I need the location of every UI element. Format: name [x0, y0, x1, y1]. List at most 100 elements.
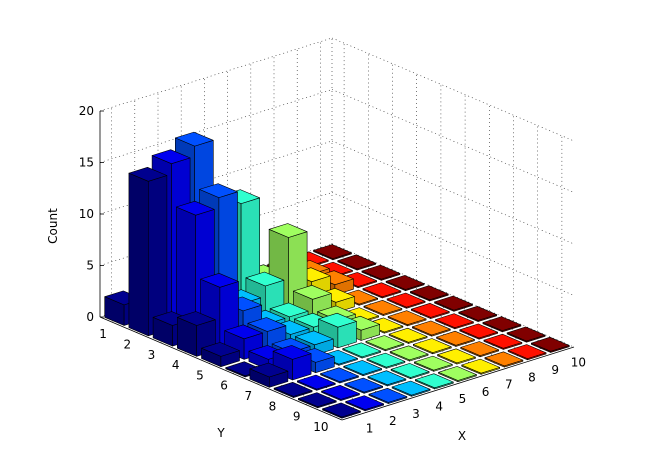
bar-top-face — [506, 326, 546, 342]
grid-line-left-wall-z — [99, 37, 333, 112]
y-tick-label: 8 — [269, 399, 277, 413]
bar — [344, 377, 384, 394]
bar — [273, 381, 313, 398]
bar-top-face — [483, 333, 523, 349]
bar-top-face — [176, 200, 215, 216]
bar — [409, 285, 449, 302]
bar-top-face — [343, 360, 383, 375]
bar — [434, 295, 473, 312]
bar-top-face — [507, 344, 547, 359]
bar — [297, 392, 337, 409]
bar — [362, 282, 402, 299]
bar-top-face — [438, 366, 477, 381]
bar-top-face — [268, 223, 308, 238]
bar-top-face — [459, 323, 499, 339]
bar — [201, 342, 240, 368]
bar — [367, 370, 407, 387]
bar — [249, 362, 289, 388]
bar-top-face — [434, 295, 473, 311]
bar-top-face — [458, 305, 498, 321]
bar — [363, 299, 403, 316]
bar — [413, 355, 453, 372]
bar-top-face — [413, 355, 453, 371]
bar — [386, 292, 426, 309]
bar — [337, 254, 377, 271]
bar — [438, 366, 477, 383]
bar-top-face — [345, 395, 385, 411]
bar-top-face — [388, 327, 428, 343]
bar-top-face — [411, 320, 451, 336]
bar-top-face — [412, 338, 452, 353]
bar — [483, 333, 523, 350]
x-axis-label: X — [458, 429, 466, 443]
bar — [387, 310, 427, 327]
bar-top-face — [269, 302, 309, 318]
y-tick-label: 3 — [148, 348, 156, 362]
bar-top-face — [342, 342, 382, 358]
bar — [361, 264, 401, 281]
bar-top-face — [391, 380, 431, 396]
bar-top-face — [297, 392, 337, 408]
grid-line-back-wall-z — [331, 140, 575, 245]
bar-top-face — [386, 292, 426, 308]
bar — [482, 316, 522, 333]
bar — [321, 384, 360, 401]
bar-top-face — [366, 352, 406, 368]
bar — [507, 344, 547, 361]
bar-top-face — [201, 342, 240, 357]
bar — [342, 342, 382, 359]
bar — [461, 358, 501, 375]
bar — [320, 367, 359, 384]
bar-top-face — [337, 254, 377, 270]
grid-line-back-wall-z — [331, 89, 575, 193]
bar-top-face — [318, 312, 357, 328]
bar — [412, 338, 452, 355]
bar-top-face — [177, 311, 216, 326]
bar-top-face — [482, 316, 522, 332]
y-tick-label: 2 — [123, 337, 131, 351]
bar-side-face — [128, 172, 149, 337]
bar-top-face — [367, 370, 407, 386]
bar — [388, 327, 428, 344]
bar-top-face — [414, 373, 454, 389]
bar — [313, 244, 352, 261]
bar-top-face — [387, 310, 427, 326]
bar-top-face — [389, 345, 429, 361]
bar-top-face — [409, 285, 449, 301]
bar-top-face — [363, 299, 403, 315]
y-tick-label: 4 — [172, 358, 180, 372]
bar — [322, 402, 361, 419]
x-tick-label: 5 — [459, 392, 467, 406]
bar-top-face — [365, 335, 405, 350]
y-axis-line — [99, 316, 343, 421]
bar-top-face — [322, 402, 361, 418]
bar-top-face — [385, 275, 425, 290]
z-tick-label: 0 — [86, 310, 94, 324]
ticks-layer: 0 5 10 15 20 1 2 3 4 5 6 7 8 9 10 1 2 3 4 5 6 7 8 9 10 — [79, 104, 586, 435]
bar-top-face — [249, 362, 289, 378]
bar — [435, 313, 474, 330]
grid-line-left-wall-z — [99, 89, 333, 163]
bar-top-face — [484, 351, 524, 367]
z-tick-label: 20 — [79, 104, 94, 118]
bar — [436, 330, 475, 347]
x-tick-label: 10 — [571, 356, 586, 370]
bar-top-face — [272, 345, 312, 360]
bar — [437, 348, 476, 365]
bar — [530, 336, 570, 353]
bar — [484, 351, 524, 368]
bar-top-face — [320, 367, 359, 383]
bar-top-face — [294, 330, 334, 346]
bar — [366, 352, 406, 369]
bar — [365, 335, 405, 352]
bar-top-face — [321, 384, 360, 400]
bar — [506, 326, 546, 343]
bar-top-face — [390, 363, 430, 378]
bar-top-face — [296, 374, 336, 390]
bar — [389, 345, 429, 362]
bar — [391, 380, 431, 397]
z-tick-label: 10 — [79, 207, 94, 221]
y-tick-label: 9 — [293, 410, 301, 424]
x-tick-label: 1 — [366, 421, 374, 435]
y-tick-label: 1 — [99, 327, 107, 341]
